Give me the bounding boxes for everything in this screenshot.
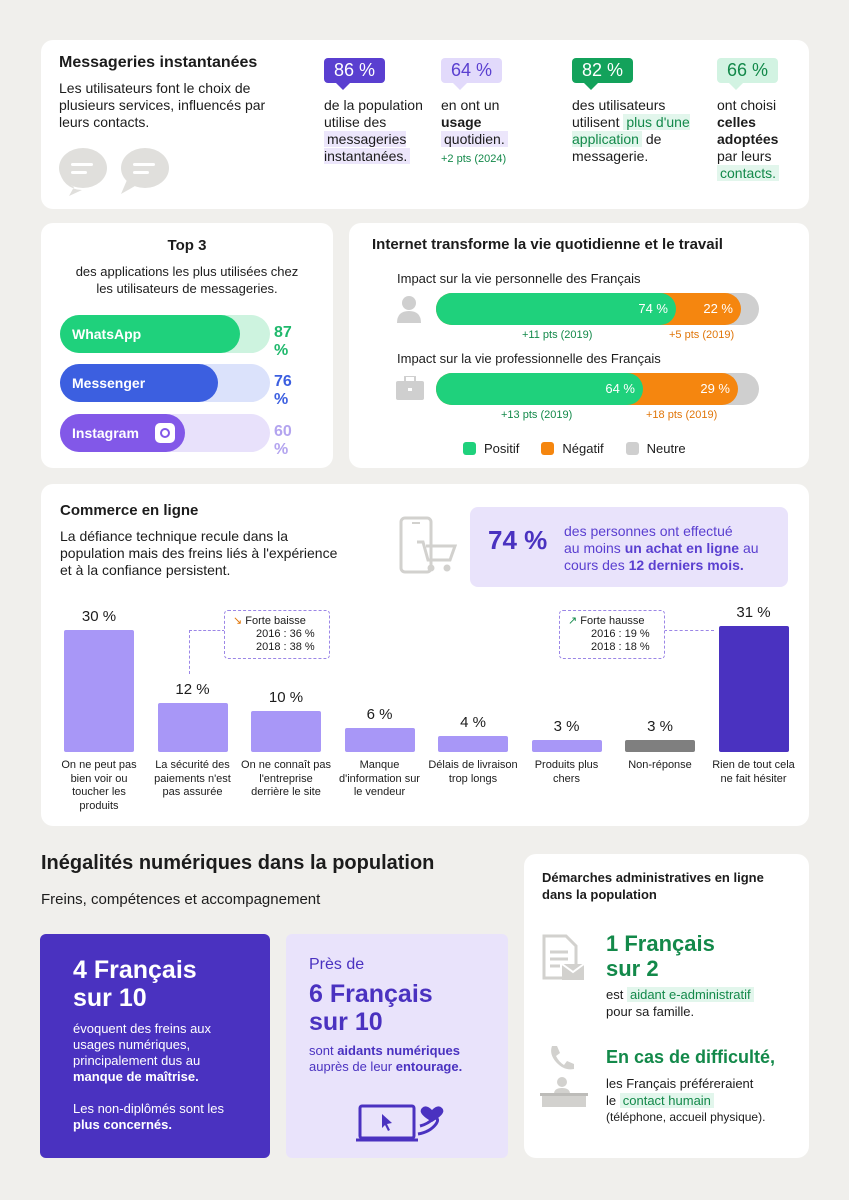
chart-value-label: 31 %	[736, 604, 771, 621]
app-bar-messenger: Messenger	[60, 364, 218, 402]
commerce-subtitle: La défiance technique recule dans la pop…	[60, 528, 338, 578]
chart-category-label: Délais de livraison trop longs	[428, 759, 518, 785]
chart-bar	[157, 703, 228, 752]
chart-category-label: Rien de tout cela ne fait hésiter	[712, 759, 795, 785]
chart-category-label: Non-réponse	[628, 759, 692, 771]
stat-plusieurs-applications: 82 % des utilisateurs utilisent plus d'u…	[572, 58, 690, 164]
messageries-title: Messageries instantanées	[59, 54, 258, 71]
chart-bar	[531, 739, 602, 752]
laptop-heart-icon	[356, 1094, 448, 1149]
stat-adoptees-contacts: 66 % ont choisi celles adoptées par leurs c…	[717, 58, 780, 181]
inegalites-title: Inégalités numériques dans la population	[41, 852, 435, 874]
chart-category-label: On ne connaît pas l'entreprise derrière …	[241, 759, 331, 798]
briefcase-icon	[396, 375, 424, 405]
app-pct: 60 %	[274, 423, 292, 458]
phone-desk-icon	[540, 1044, 590, 1113]
note-connector-hausse	[664, 630, 714, 631]
stat-value: 66 %	[727, 60, 769, 80]
chart-value-label: 4 %	[460, 713, 486, 731]
chart-value-label: 12 %	[175, 681, 210, 699]
messageries-card: Messageries instantanées Les utilisateur…	[41, 40, 809, 209]
app-pct: 76 %	[274, 373, 292, 408]
person-icon	[397, 295, 421, 328]
app-row-instagram: Instagram 60 %	[60, 414, 292, 458]
stat-value: 64 %	[451, 60, 493, 80]
internet-card: Internet transforme la vie quotidienne e…	[349, 223, 809, 468]
chart-bar	[718, 626, 789, 752]
perso-label: Impact sur la vie personnelle des França…	[397, 271, 641, 286]
chart-bar	[438, 735, 508, 752]
demarches-title: Démarches administratives en ligne dans …	[542, 870, 764, 902]
stat-value: 82 %	[582, 60, 624, 80]
instagram-icon	[155, 423, 175, 443]
perso-pos-delta: +11 pts (2019)	[522, 329, 593, 341]
perso-bar: 22 % 74 %	[436, 293, 759, 325]
chart-value-label: 10 %	[268, 689, 304, 707]
internet-title: Internet transforme la vie quotidienne e…	[372, 236, 723, 253]
chart-category-label: On ne peut pas bien voir ou toucher les …	[61, 759, 137, 812]
chart-value-label: 6 %	[366, 705, 393, 723]
freins-bar-chart: 30 % On ne peut pas bien voir ou toucher …	[41, 484, 809, 826]
note-forte-hausse: ↗ Forte hausse 2016 : 19 % 2018 : 18 %	[559, 610, 665, 659]
chart-bar	[625, 739, 695, 752]
app-row-messenger: Messenger 76 %	[60, 364, 292, 408]
chart-value-label: 3 %	[647, 717, 673, 735]
legend: Positif Négatif Neutre	[463, 441, 686, 456]
chart-bar	[251, 711, 321, 752]
achat-en-ligne-highlight: 74 % des personnes ont effectué au moins…	[470, 507, 788, 587]
chart-value-label: 30 %	[81, 608, 117, 626]
pro-neg-delta: +18 pts (2019)	[646, 409, 718, 421]
highlight-value: 74 %	[488, 525, 548, 555]
chart-value-label: 3 %	[553, 717, 580, 735]
top3-card: Top 3 des applications les plus utilisée…	[41, 223, 333, 468]
inegalites-subtitle: Freins, compétences et accompagnement	[41, 891, 321, 908]
perso-pos-seg: 74 %	[436, 293, 676, 325]
document-mail-icon	[542, 934, 586, 987]
chart-category-label: La sécurité des paiements n'est pas assu…	[154, 759, 231, 798]
commerce-title: Commerce en ligne	[60, 502, 199, 519]
pro-bar: 29 % 64 %	[436, 373, 759, 405]
chart-bar	[64, 630, 134, 752]
top3-subtitle: des applications les plus utilisées chez…	[75, 264, 299, 296]
note-connector-baisse	[189, 630, 225, 674]
legend-neutre: Neutre	[625, 441, 686, 456]
aidants-card: Près de 6 Français sur 10 sont aidants n…	[286, 934, 508, 1158]
commerce-card: Commerce en ligne La défiance technique …	[41, 484, 809, 826]
arrow-down-icon: ↘	[233, 615, 243, 627]
app-bar-instagram: Instagram	[60, 414, 185, 452]
messageries-subtitle: Les utilisateurs font le choix de plusie…	[59, 80, 266, 130]
demarches-card: Démarches administratives en ligne dans …	[524, 854, 809, 1158]
chat-bubbles-icon	[57, 146, 175, 203]
perso-neg-delta: +5 pts (2019)	[669, 329, 735, 341]
stat-note: +2 pts (2024)	[441, 153, 507, 165]
freins-card: 4 Français sur 10 évoquent des freins au…	[40, 934, 270, 1158]
note-forte-baisse: ↘ Forte baisse 2016 : 36 % 2018 : 38 %	[224, 610, 330, 659]
arrow-up-icon: ↗	[568, 615, 578, 627]
chart-category-label: Produits plus chers	[534, 759, 599, 785]
stat-usage-quotidien: 64 % en ont un usage quotidien. +2 pts (20…	[441, 58, 551, 168]
stat-usage-messageries: 86 % de la population utilise des messag…	[324, 58, 423, 164]
top3-title: Top 3	[167, 237, 207, 254]
chart-category-label: Manque d'information sur le vendeur	[339, 759, 420, 798]
chart-bar	[344, 727, 415, 752]
legend-negatif: Négatif	[541, 441, 604, 456]
app-row-whatsapp: WhatsApp 87 %	[60, 315, 292, 359]
phone-cart-icon	[399, 516, 458, 583]
app-pct: 87 %	[274, 324, 292, 359]
app-bar-whatsapp: WhatsApp	[60, 315, 240, 353]
pro-pos-delta: +13 pts (2019)	[501, 409, 573, 421]
legend-positif: Positif	[463, 441, 519, 456]
pro-pos-seg: 64 %	[436, 373, 643, 405]
stat-value: 86 %	[334, 60, 376, 80]
pro-label: Impact sur la vie professionnelle des Fr…	[397, 351, 661, 366]
